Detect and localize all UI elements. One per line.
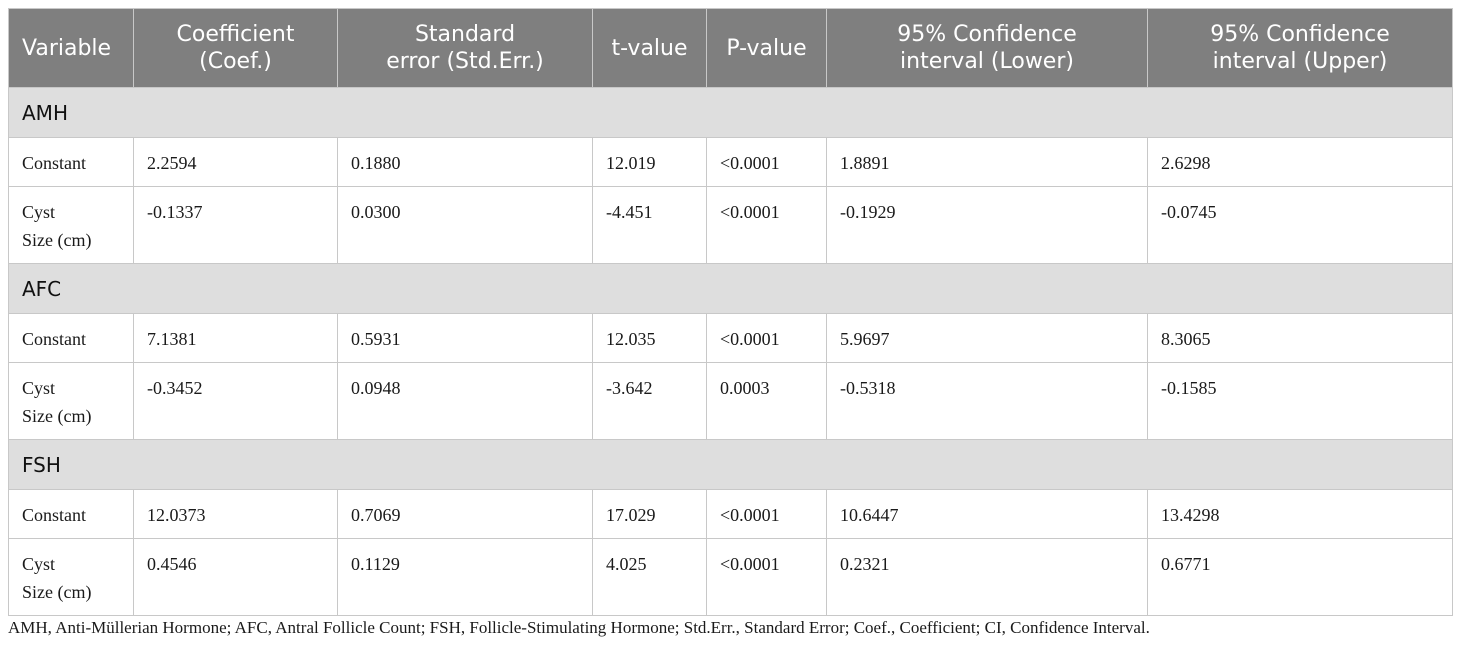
- group-label: AFC: [8, 263, 1453, 314]
- header-p-value: P-value: [706, 8, 827, 88]
- cell-ci-lower: 5.9697: [826, 313, 1148, 363]
- group-label: AMH: [8, 87, 1453, 138]
- cell-standard-error: 0.0948: [337, 362, 593, 440]
- cell-variable: Cyst Size (cm): [8, 538, 134, 616]
- header-ci-upper: 95% Confidence interval (Upper): [1147, 8, 1453, 88]
- cell-ci-lower: 1.8891: [826, 137, 1148, 187]
- cell-p-value: 0.0003: [706, 362, 827, 440]
- cell-ci-upper: 2.6298: [1147, 137, 1453, 187]
- cell-variable: Constant: [8, 137, 134, 187]
- table-row: Constant 7.1381 0.5931 12.035 <0.0001 5.…: [8, 313, 1453, 363]
- cell-standard-error: 0.1129: [337, 538, 593, 616]
- header-standard-error: Standard error (Std.Err.): [337, 8, 593, 88]
- cell-standard-error: 0.5931: [337, 313, 593, 363]
- cell-variable: Constant: [8, 313, 134, 363]
- group-label: FSH: [8, 439, 1453, 490]
- cell-coefficient: 2.2594: [133, 137, 338, 187]
- cell-t-value: 12.019: [592, 137, 707, 187]
- header-t-value: t-value: [592, 8, 707, 88]
- cell-standard-error: 0.1880: [337, 137, 593, 187]
- group-row-amh: AMH: [8, 87, 1453, 138]
- cell-t-value: 17.029: [592, 489, 707, 539]
- cell-ci-lower: -0.1929: [826, 186, 1148, 264]
- header-ci-lower: 95% Confidence interval (Lower): [826, 8, 1148, 88]
- cell-variable: Cyst Size (cm): [8, 186, 134, 264]
- group-row-fsh: FSH: [8, 439, 1453, 490]
- table-footnote: AMH, Anti-Müllerian Hormone; AFC, Antral…: [8, 618, 1150, 637]
- table-row: Cyst Size (cm) 0.4546 0.1129 4.025 <0.00…: [8, 538, 1453, 616]
- cell-p-value: <0.0001: [706, 186, 827, 264]
- cell-t-value: 4.025: [592, 538, 707, 616]
- cell-ci-upper: 0.6771: [1147, 538, 1453, 616]
- cell-coefficient: -0.1337: [133, 186, 338, 264]
- cell-coefficient: 7.1381: [133, 313, 338, 363]
- table-row: Cyst Size (cm) -0.1337 0.0300 -4.451 <0.…: [8, 186, 1453, 264]
- cell-coefficient: 0.4546: [133, 538, 338, 616]
- regression-table: Variable Coefficient (Coef.) Standard er…: [8, 8, 1453, 616]
- cell-variable: Cyst Size (cm): [8, 362, 134, 440]
- group-row-afc: AFC: [8, 263, 1453, 314]
- cell-p-value: <0.0001: [706, 538, 827, 616]
- cell-p-value: <0.0001: [706, 137, 827, 187]
- cell-p-value: <0.0001: [706, 313, 827, 363]
- cell-ci-lower: 0.2321: [826, 538, 1148, 616]
- cell-ci-lower: 10.6447: [826, 489, 1148, 539]
- cell-ci-upper: 13.4298: [1147, 489, 1453, 539]
- cell-coefficient: -0.3452: [133, 362, 338, 440]
- cell-t-value: 12.035: [592, 313, 707, 363]
- cell-ci-upper: -0.0745: [1147, 186, 1453, 264]
- header-row: Variable Coefficient (Coef.) Standard er…: [8, 8, 1453, 88]
- regression-table-container: Variable Coefficient (Coef.) Standard er…: [8, 8, 1453, 616]
- cell-standard-error: 0.0300: [337, 186, 593, 264]
- cell-standard-error: 0.7069: [337, 489, 593, 539]
- cell-variable: Constant: [8, 489, 134, 539]
- header-variable: Variable: [8, 8, 134, 88]
- table-row: Cyst Size (cm) -0.3452 0.0948 -3.642 0.0…: [8, 362, 1453, 440]
- cell-coefficient: 12.0373: [133, 489, 338, 539]
- cell-ci-upper: -0.1585: [1147, 362, 1453, 440]
- cell-t-value: -4.451: [592, 186, 707, 264]
- table-row: Constant 2.2594 0.1880 12.019 <0.0001 1.…: [8, 137, 1453, 187]
- cell-p-value: <0.0001: [706, 489, 827, 539]
- table-row: Constant 12.0373 0.7069 17.029 <0.0001 1…: [8, 489, 1453, 539]
- cell-ci-lower: -0.5318: [826, 362, 1148, 440]
- header-coefficient: Coefficient (Coef.): [133, 8, 338, 88]
- cell-t-value: -3.642: [592, 362, 707, 440]
- cell-ci-upper: 8.3065: [1147, 313, 1453, 363]
